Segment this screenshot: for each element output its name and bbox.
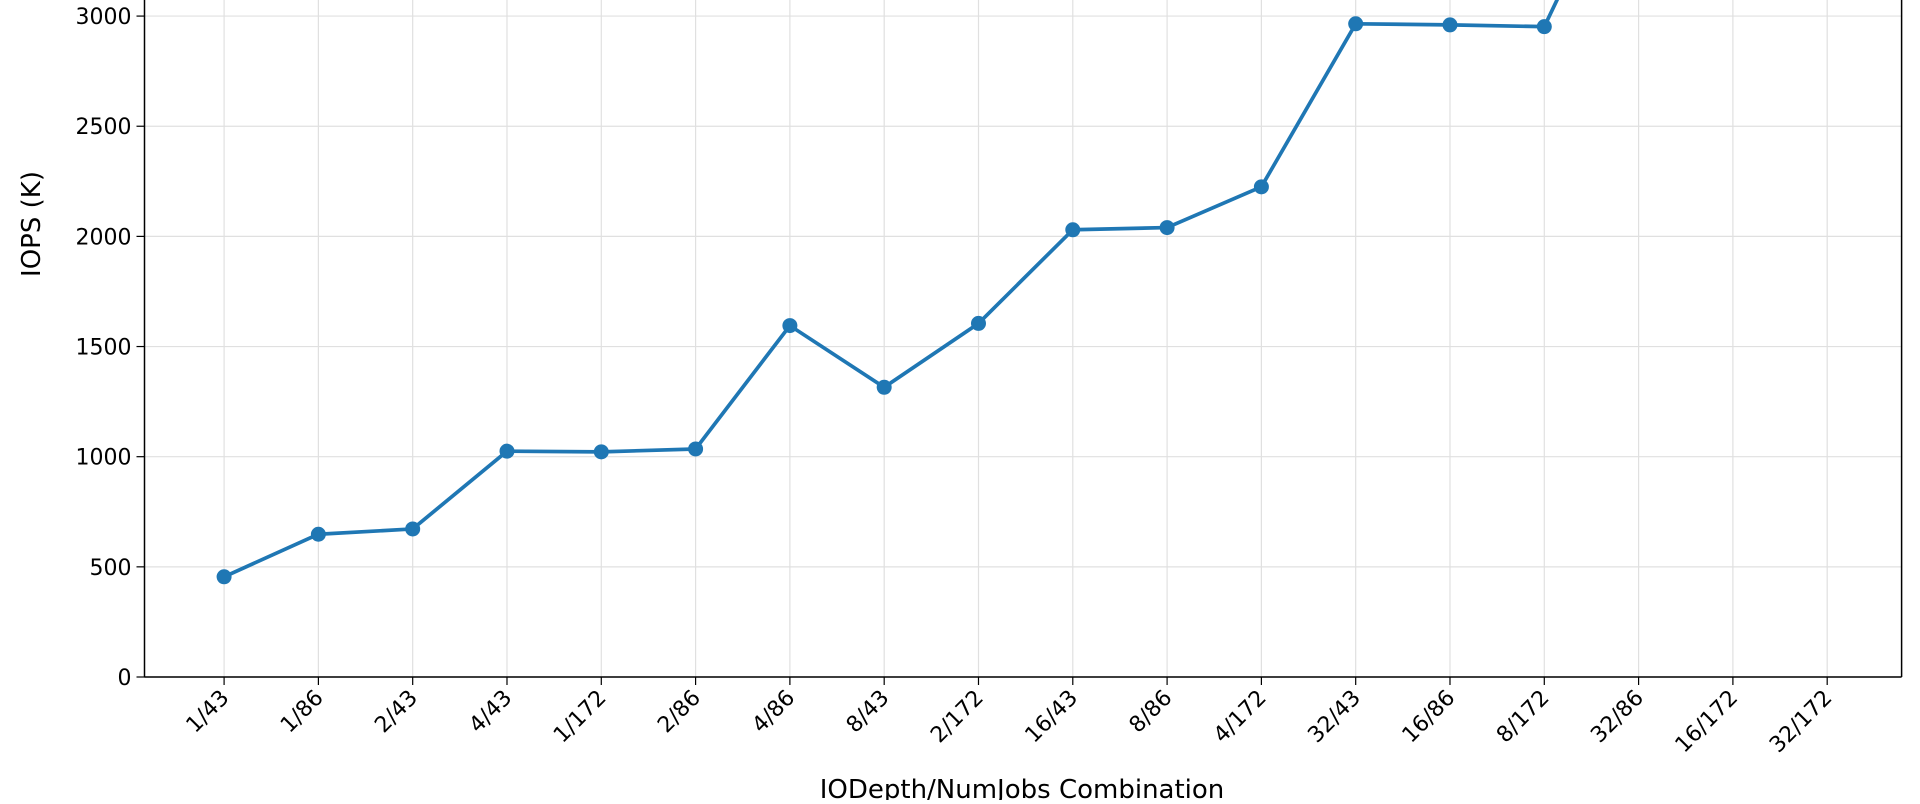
y-axis-label: IOPS (K) <box>17 171 47 277</box>
data-point <box>1065 222 1081 238</box>
y-tick-label: 3000 <box>76 5 132 30</box>
plot-area <box>216 0 1560 585</box>
data-point <box>499 443 515 459</box>
x-tick-label: 1/86 <box>276 686 329 739</box>
data-point <box>876 379 892 395</box>
data-point <box>1159 220 1175 236</box>
grid <box>144 0 1902 678</box>
x-tick-label: 4/86 <box>748 686 801 739</box>
data-point <box>310 526 326 542</box>
x-tick-label: 32/43 <box>1303 686 1366 749</box>
x-axis-label: IODepth/NumJobs Combination <box>820 775 1225 800</box>
y-tick-label: 1500 <box>76 336 132 361</box>
data-point <box>216 569 232 585</box>
data-point <box>970 315 986 331</box>
data-point <box>782 318 798 334</box>
x-tick-label: 1/172 <box>549 686 612 749</box>
y-tick-label: 1000 <box>76 446 132 471</box>
x-tick-label: 2/172 <box>926 686 989 749</box>
data-point <box>688 441 704 457</box>
y-tick-label: 2000 <box>76 225 132 250</box>
x-tick-label: 32/172 <box>1765 686 1837 758</box>
data-point <box>1348 16 1364 32</box>
x-tick-label: 8/43 <box>842 686 895 739</box>
data-point <box>593 444 609 460</box>
data-point <box>1536 19 1552 35</box>
y-tick-label: 500 <box>90 556 132 581</box>
x-tick-label: 1/43 <box>182 686 235 739</box>
x-tick-label: 16/43 <box>1021 686 1084 749</box>
x-tick-label: 4/172 <box>1209 686 1272 749</box>
x-tick-label: 8/172 <box>1492 686 1555 749</box>
x-tick-label: 8/86 <box>1125 686 1178 739</box>
x-tick-label: 16/172 <box>1671 686 1743 758</box>
axes: 0 500 1000 1500 2000 2500 3000 1/43 1/86 2/43 4/43… <box>76 0 1903 758</box>
y-tick-label: 2500 <box>76 115 132 140</box>
data-point <box>405 521 421 537</box>
x-tick-label: 32/86 <box>1586 686 1649 749</box>
x-tick-label: 4/43 <box>465 686 518 739</box>
x-tick-label: 2/86 <box>653 686 706 739</box>
data-line <box>223 0 1560 579</box>
x-tick-label: 2/43 <box>370 686 423 739</box>
y-tick-label: 0 <box>118 666 132 691</box>
x-tick-label: 16/86 <box>1398 686 1461 749</box>
data-point <box>1253 179 1269 195</box>
data-point <box>1442 17 1458 33</box>
